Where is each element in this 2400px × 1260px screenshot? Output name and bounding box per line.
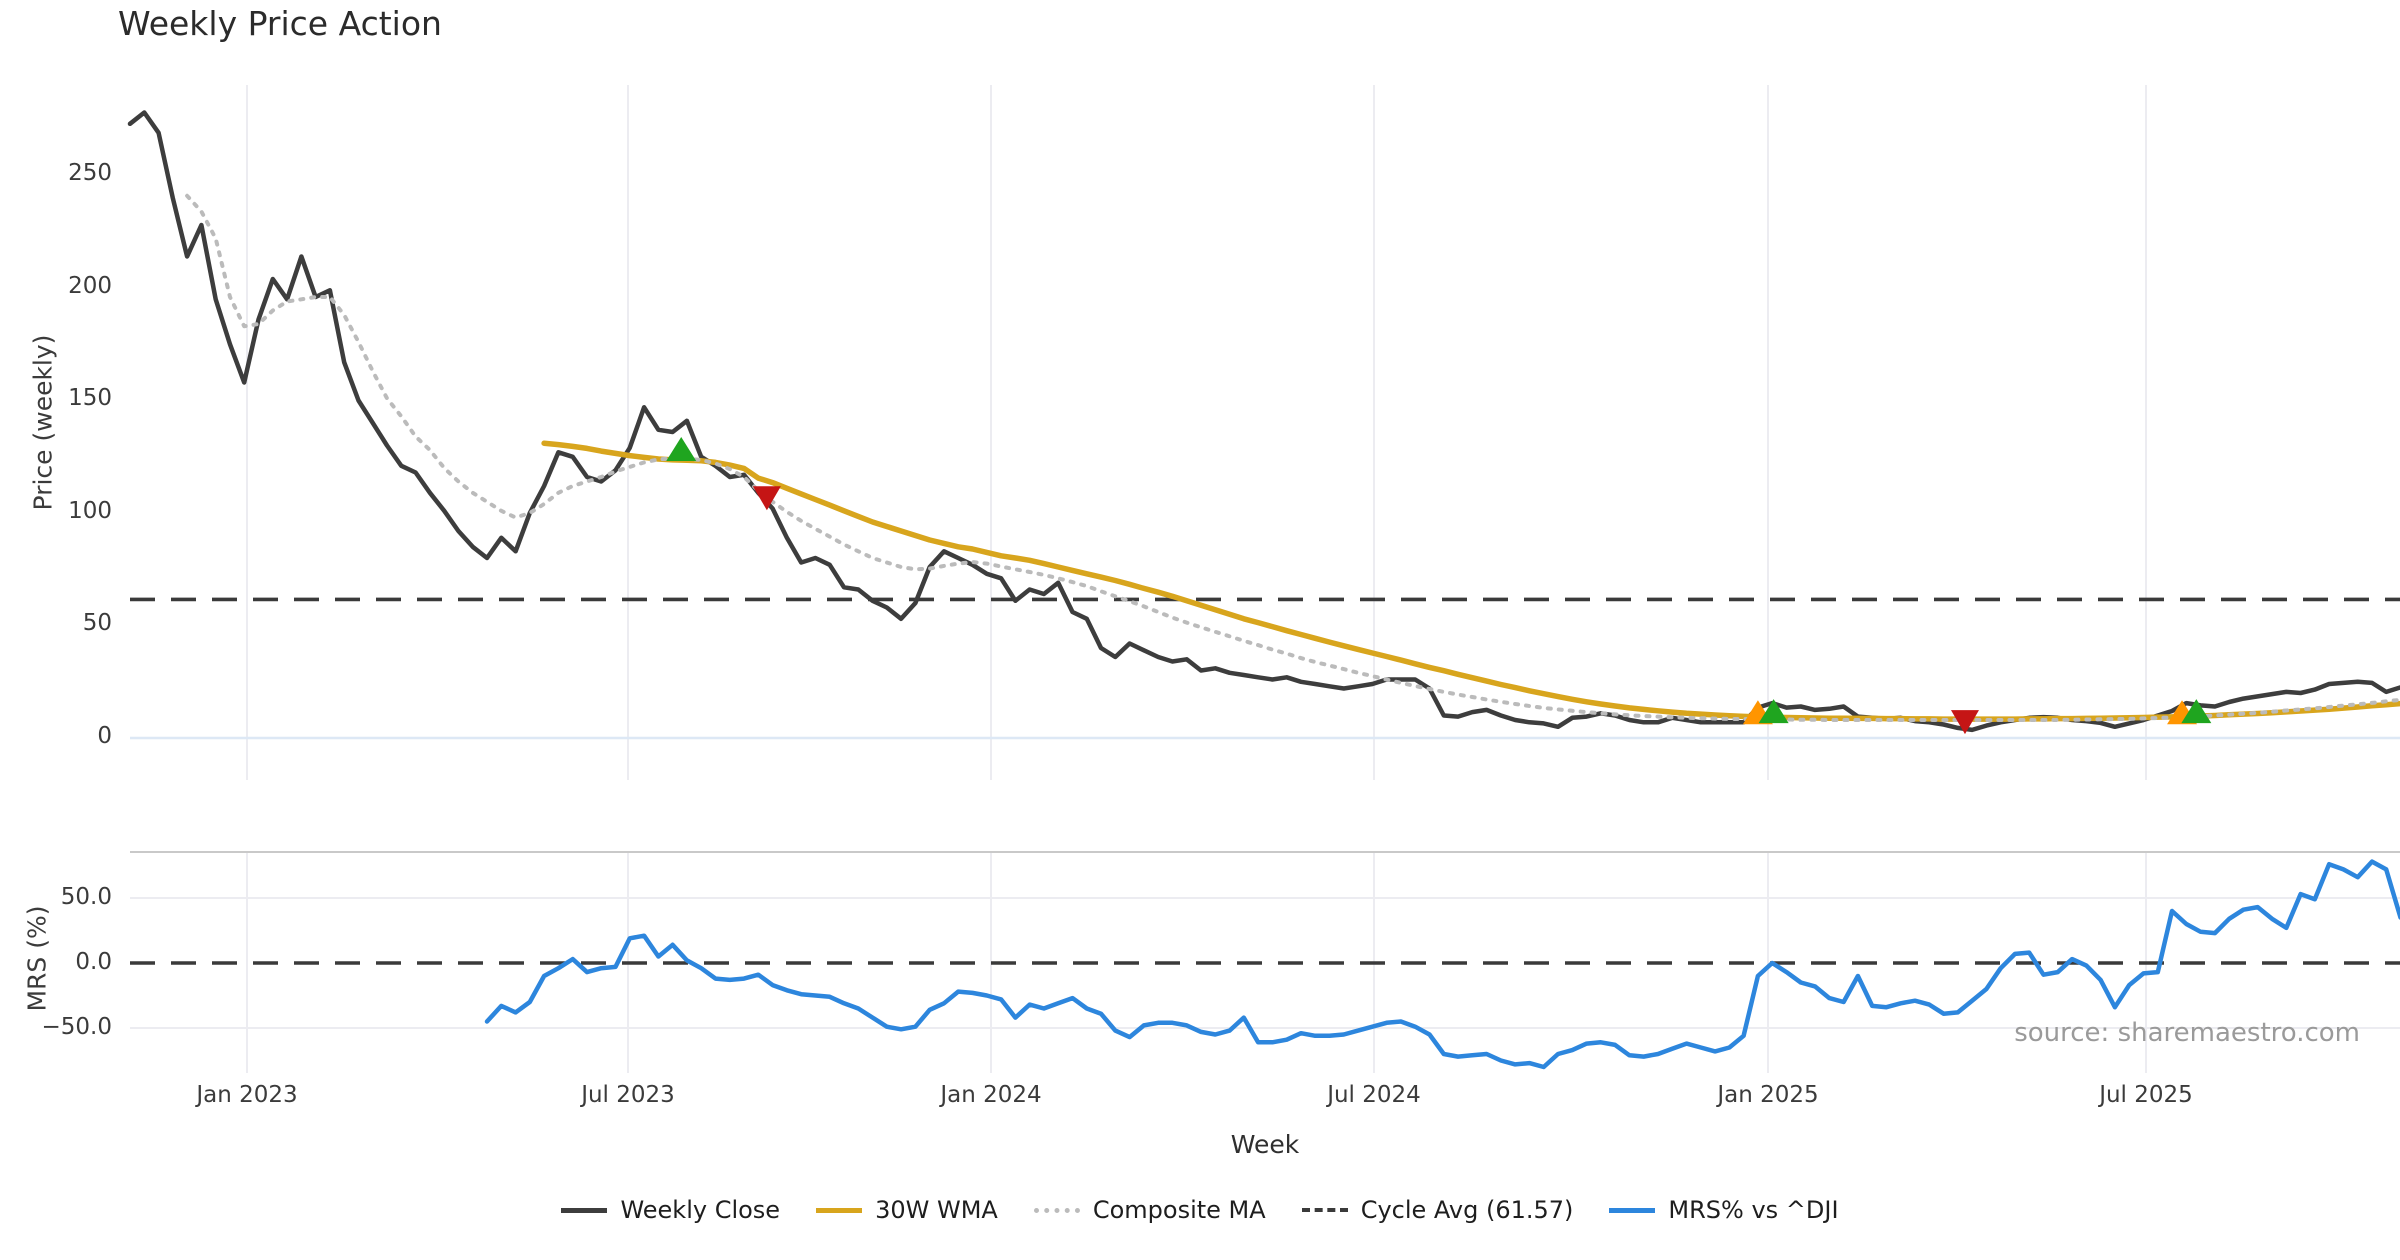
price-tick-150: 150 xyxy=(68,385,112,411)
x-tick-jan-2024: Jan 2024 xyxy=(940,1082,1042,1108)
mrs-tick-50: 50.0 xyxy=(60,884,112,910)
sell-signal-marker xyxy=(1950,710,1979,735)
wma-line-swatch xyxy=(816,1207,863,1213)
composite-ma-line-swatch xyxy=(1033,1207,1080,1213)
price-tick-250: 250 xyxy=(68,160,112,186)
legend-item-composite-ma: Composite MA xyxy=(1033,1196,1266,1224)
sell-signal-marker xyxy=(752,486,781,511)
mrs-tick-neg50: −50.0 xyxy=(41,1014,112,1040)
legend-label: Composite MA xyxy=(1092,1196,1266,1224)
buy-signal-marker xyxy=(2181,699,2212,724)
legend-item-cycle-avg: Cycle Avg (61.57) xyxy=(1301,1196,1574,1224)
legend-label: 30W WMA xyxy=(875,1196,998,1224)
legend-item-mrs: MRS% vs ^DJI xyxy=(1609,1196,1839,1224)
legend-item-30w-wma: 30W WMA xyxy=(816,1196,998,1224)
price-tick-100: 100 xyxy=(68,498,112,524)
x-tick-jul-2025: Jul 2025 xyxy=(2099,1082,2193,1108)
legend-label: Cycle Avg (61.57) xyxy=(1360,1196,1574,1224)
x-tick-jul-2024: Jul 2024 xyxy=(1327,1082,1421,1108)
x-tick-jan-2023: Jan 2023 xyxy=(196,1082,298,1108)
chart-title: Weekly Price Action xyxy=(118,4,442,43)
cycle-avg-line-swatch xyxy=(1301,1208,1348,1212)
x-tick-jan-2025: Jan 2025 xyxy=(1717,1082,1819,1108)
price-tick-0: 0 xyxy=(97,723,112,749)
price-tick-50: 50 xyxy=(82,610,112,636)
price-axis-label: Price (weekly) xyxy=(28,334,58,511)
x-tick-jul-2023: Jul 2023 xyxy=(581,1082,675,1108)
source-credit: source: sharemaestro.com xyxy=(2014,1018,2360,1048)
chart-legend: Weekly Close 30W WMA Composite MA Cycle … xyxy=(0,1196,2400,1224)
legend-label: Weekly Close xyxy=(620,1196,781,1224)
buy-signal-marker xyxy=(1758,699,1789,724)
weekly-close-line-swatch xyxy=(561,1207,608,1213)
buy-signal-marker xyxy=(666,437,697,461)
price-tick-200: 200 xyxy=(68,273,112,299)
series-weekly-close xyxy=(127,110,2400,733)
series-mrs-vs-dji xyxy=(484,859,2400,1070)
mrs-tick-0: 0.0 xyxy=(75,949,112,975)
legend-item-weekly-close: Weekly Close xyxy=(561,1196,780,1224)
legend-label: MRS% vs ^DJI xyxy=(1668,1196,1839,1224)
series-30w-wma xyxy=(541,440,2400,722)
week-axis-label: Week xyxy=(1230,1130,1300,1159)
mrs-line-swatch xyxy=(1609,1207,1656,1213)
series-composite-ma xyxy=(185,193,2400,722)
